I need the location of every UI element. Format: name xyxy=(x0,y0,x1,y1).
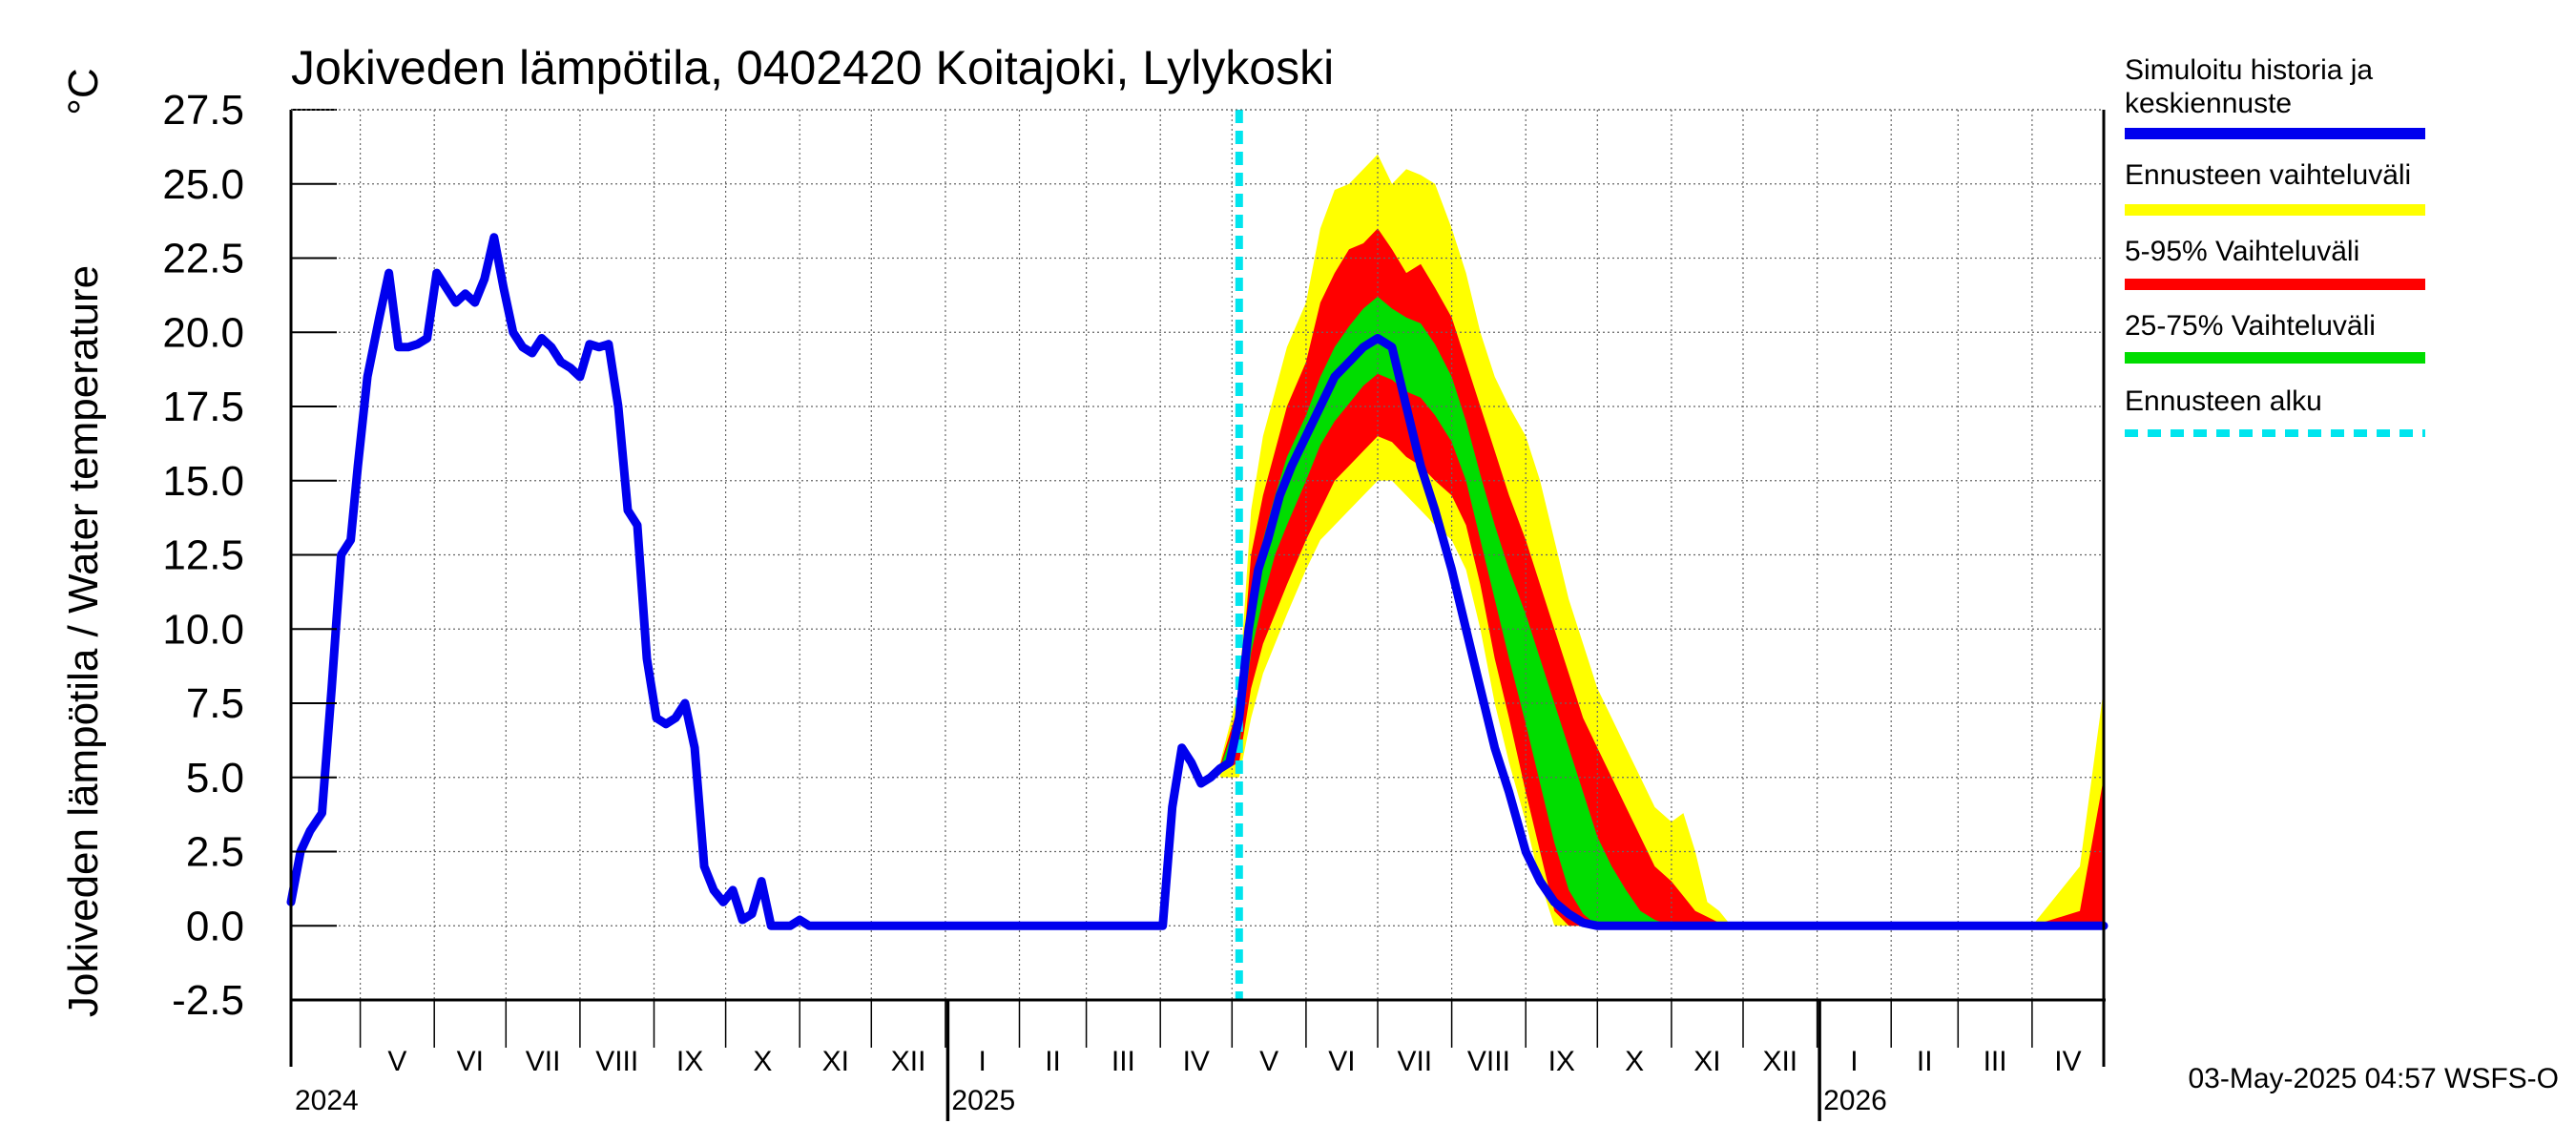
month-label: I xyxy=(1850,1046,1858,1077)
month-label: XII xyxy=(1762,1046,1797,1077)
month-label: XI xyxy=(1693,1046,1720,1077)
forecast-bands xyxy=(1219,154,2104,926)
y-tick-label: 2.5 xyxy=(186,829,244,876)
y-tick-label: 10.0 xyxy=(162,606,244,653)
y-tick-label: 7.5 xyxy=(186,680,244,727)
month-label: IX xyxy=(1548,1046,1575,1077)
month-label: II xyxy=(1045,1046,1061,1077)
y-tick-label: 17.5 xyxy=(162,384,244,430)
month-label: II xyxy=(1917,1046,1933,1077)
y-tick-label: -2.5 xyxy=(172,977,244,1024)
legend-label-25-75: 25-75% Vaihteluväli xyxy=(2125,310,2376,342)
y-tick-label: 25.0 xyxy=(162,161,244,208)
month-label: XI xyxy=(822,1046,849,1077)
legend-label-forecast-start: Ennusteen alku xyxy=(2125,385,2322,417)
month-label: X xyxy=(753,1046,772,1077)
y-tick-label: 20.0 xyxy=(162,309,244,356)
year-label: 2025 xyxy=(951,1085,1015,1116)
y-tick-label: 0.0 xyxy=(186,903,244,949)
axes: 27.5 25.0 22.5 20.0 17.5 15.0 12.5 10.0 7.5 5.0 2.… xyxy=(162,87,2106,1121)
year-label: 2026 xyxy=(1823,1085,1887,1116)
month-label: XII xyxy=(891,1046,926,1077)
series-lines xyxy=(286,110,2109,1000)
y-tick-label: 5.0 xyxy=(186,755,244,802)
y-tick-label: 15.0 xyxy=(162,458,244,505)
chart-title: Jokiveden lämpötila, 0402420 Koitajoki, … xyxy=(291,41,1334,94)
legend-label-range: Ennusteen vaihteluväli xyxy=(2125,159,2411,191)
month-label: V xyxy=(1259,1046,1278,1077)
year-label: 2024 xyxy=(295,1085,359,1116)
y-tick-label: 27.5 xyxy=(162,87,244,134)
month-label: VII xyxy=(1397,1046,1432,1077)
legend: Simuloitu historia ja keskiennuste Ennus… xyxy=(2125,54,2425,437)
month-label: VIII xyxy=(595,1046,638,1077)
month-label: III xyxy=(1984,1046,2007,1077)
y-axis-unit: °C xyxy=(60,68,107,114)
month-label: V xyxy=(387,1046,406,1077)
footer-timestamp: 03-May-2025 04:57 WSFS-O xyxy=(2189,1063,2560,1094)
month-label: III xyxy=(1111,1046,1135,1077)
simulated-history-line xyxy=(286,233,2109,930)
legend-label-simulated-line1: Simuloitu historia ja xyxy=(2125,54,2373,86)
y-axis-label: Jokiveden lämpötila / Water temperature xyxy=(60,265,107,1017)
y-tick-label: 12.5 xyxy=(162,532,244,579)
month-label: VII xyxy=(526,1046,561,1077)
month-label: VI xyxy=(1328,1046,1355,1077)
month-label: I xyxy=(979,1046,987,1077)
month-label: VIII xyxy=(1467,1046,1510,1077)
month-label: IV xyxy=(1183,1046,1210,1077)
month-label: IX xyxy=(676,1046,703,1077)
legend-label-5-95: 5-95% Vaihteluväli xyxy=(2125,236,2359,267)
month-label: VI xyxy=(457,1046,484,1077)
month-label: X xyxy=(1625,1046,1644,1077)
legend-label-simulated-line2: keskiennuste xyxy=(2125,88,2292,119)
y-tick-label: 22.5 xyxy=(162,236,244,282)
month-label: IV xyxy=(2054,1046,2081,1077)
